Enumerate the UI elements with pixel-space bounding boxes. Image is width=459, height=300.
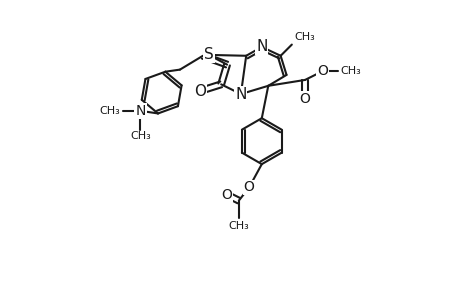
Text: O: O <box>243 180 254 194</box>
Text: N: N <box>135 104 146 118</box>
Text: CH₃: CH₃ <box>228 221 249 231</box>
Text: N: N <box>235 87 246 102</box>
Text: O: O <box>221 188 232 202</box>
Text: O: O <box>193 84 205 99</box>
Text: O: O <box>317 64 327 78</box>
Text: CH₃: CH₃ <box>130 131 151 141</box>
Text: N: N <box>256 39 267 54</box>
Text: S: S <box>203 47 213 62</box>
Text: O: O <box>299 92 310 106</box>
Text: CH₃: CH₃ <box>100 106 120 116</box>
Text: CH₃: CH₃ <box>294 32 314 42</box>
Text: CH₃: CH₃ <box>340 66 361 76</box>
